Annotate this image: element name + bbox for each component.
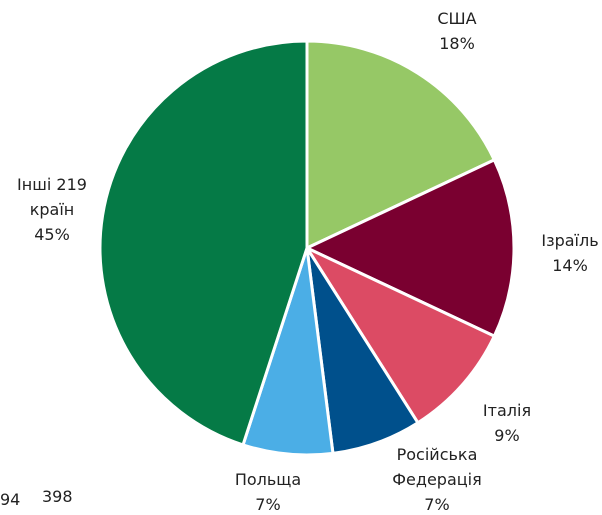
annotation: 94 bbox=[0, 490, 21, 509]
category-name: Російська Федерація bbox=[392, 445, 482, 489]
pie-slice bbox=[305, 39, 496, 250]
slice-label: Інші 219 країн 45% bbox=[7, 172, 97, 247]
value-label: 7% bbox=[424, 495, 450, 514]
value-label: 9% bbox=[494, 426, 520, 445]
category-name: США bbox=[437, 9, 477, 28]
annotation: 398 bbox=[42, 487, 73, 506]
value-label: 45% bbox=[34, 225, 70, 244]
pie-slice bbox=[305, 246, 496, 425]
slice-label: Ізраїль 14% bbox=[530, 228, 602, 278]
slice-label: США 18% bbox=[407, 6, 507, 56]
value-label: 14% bbox=[552, 256, 588, 275]
category-name: Ізраїль bbox=[541, 231, 599, 250]
pie-slice bbox=[98, 39, 309, 447]
category-name: Інші 219 країн bbox=[17, 175, 87, 219]
pie-slice bbox=[305, 158, 516, 338]
value-label: 18% bbox=[439, 34, 475, 53]
value-label: 7% bbox=[255, 495, 281, 514]
category-name: Італія bbox=[482, 401, 532, 420]
slice-label: Російська Федерація 7% bbox=[377, 442, 497, 515]
slice-label: Польща 7% bbox=[218, 467, 318, 515]
slice-label: Італія 9% bbox=[462, 398, 552, 448]
category-name: Польща bbox=[234, 470, 302, 489]
